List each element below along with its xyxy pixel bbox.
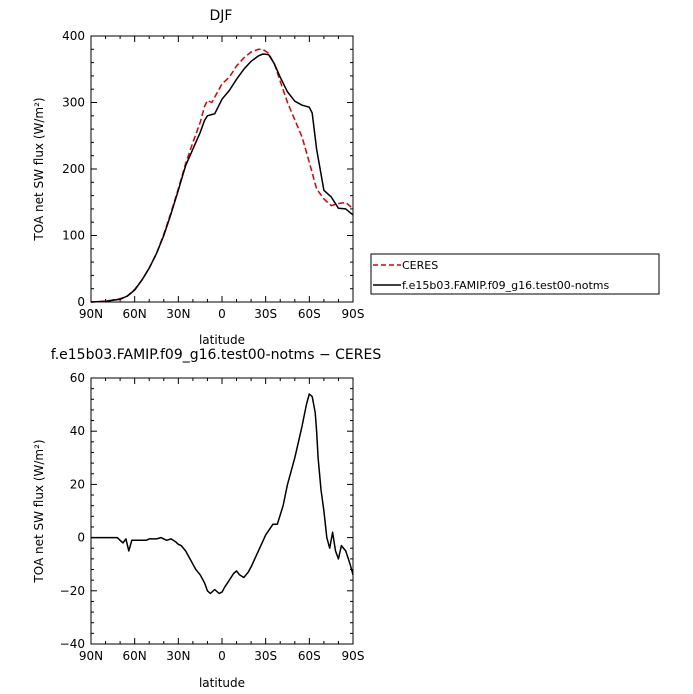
- legend-label-ceres: CERES: [402, 259, 438, 272]
- top-panel: DJF 90N 60N 30N 0 30S 60S 90S 0 100 200 300 400 la…: [32, 8, 364, 347]
- x-tick-label: 60S: [298, 649, 321, 663]
- y-tick-label: 100: [62, 229, 85, 243]
- x-tick-label: 0: [218, 649, 226, 663]
- y-tick-label: 200: [62, 162, 85, 176]
- x-tick-label: 60N: [123, 307, 147, 321]
- legend: CERES f.e15b03.FAMIP.f09_g16.test00-notm…: [370, 253, 660, 295]
- series-line-0-0: [90, 48, 354, 303]
- legend-label-model: f.e15b03.FAMIP.f09_g16.test00-notms: [402, 279, 609, 292]
- bottom-tick-marks: [90, 377, 354, 645]
- y-tick-label: −40: [60, 637, 85, 651]
- x-tick-label: 30N: [166, 649, 190, 663]
- bottom-series-lines: [91, 393, 354, 595]
- y-tick-label: 60: [70, 371, 85, 385]
- bottom-x-tick-labels: 90N 60N 30N 0 30S 60S 90S: [79, 649, 365, 663]
- bottom-plot-frame: [90, 377, 354, 645]
- x-tick-label: 90S: [342, 649, 365, 663]
- top-x-axis-label: latitude: [199, 333, 245, 347]
- top-series-lines: [90, 48, 354, 303]
- y-tick-label: 40: [70, 424, 85, 438]
- y-tick-label: 0: [77, 531, 85, 545]
- bottom-panel: f.e15b03.FAMIP.f09_g16.test00-notms − CE…: [32, 347, 381, 690]
- bottom-chart-title: f.e15b03.FAMIP.f09_g16.test00-notms − CE…: [51, 347, 382, 363]
- x-tick-label: 60N: [123, 649, 147, 663]
- top-chart-title: DJF: [210, 8, 233, 24]
- y-tick-label: 300: [62, 96, 85, 110]
- x-tick-label: 30S: [254, 307, 277, 321]
- top-y-axis-label: TOA net SW flux (W/m²): [32, 97, 46, 241]
- top-plot-frame: [90, 35, 354, 303]
- y-tick-label: −20: [60, 584, 85, 598]
- x-tick-label: 90S: [342, 307, 365, 321]
- legend-box: [370, 253, 660, 295]
- y-tick-label: 0: [77, 295, 85, 309]
- x-tick-label: 90N: [79, 307, 103, 321]
- bottom-y-tick-labels: −40 −20 0 20 40 60: [60, 371, 85, 651]
- y-tick-label: 20: [70, 477, 85, 491]
- x-tick-label: 30S: [254, 649, 277, 663]
- top-y-tick-labels: 0 100 200 300 400: [62, 29, 85, 309]
- bottom-y-axis-label: TOA net SW flux (W/m²): [32, 439, 46, 583]
- x-tick-label: 0: [218, 307, 226, 321]
- series-line-1-0: [91, 393, 354, 595]
- x-tick-label: 90N: [79, 649, 103, 663]
- x-tick-label: 60S: [298, 307, 321, 321]
- bottom-x-axis-label: latitude: [199, 676, 245, 690]
- x-tick-label: 30N: [166, 307, 190, 321]
- top-tick-marks: [90, 35, 354, 303]
- y-tick-label: 400: [62, 29, 85, 43]
- series-line-0-1: [90, 53, 354, 303]
- top-x-tick-labels: 90N 60N 30N 0 30S 60S 90S: [79, 307, 365, 321]
